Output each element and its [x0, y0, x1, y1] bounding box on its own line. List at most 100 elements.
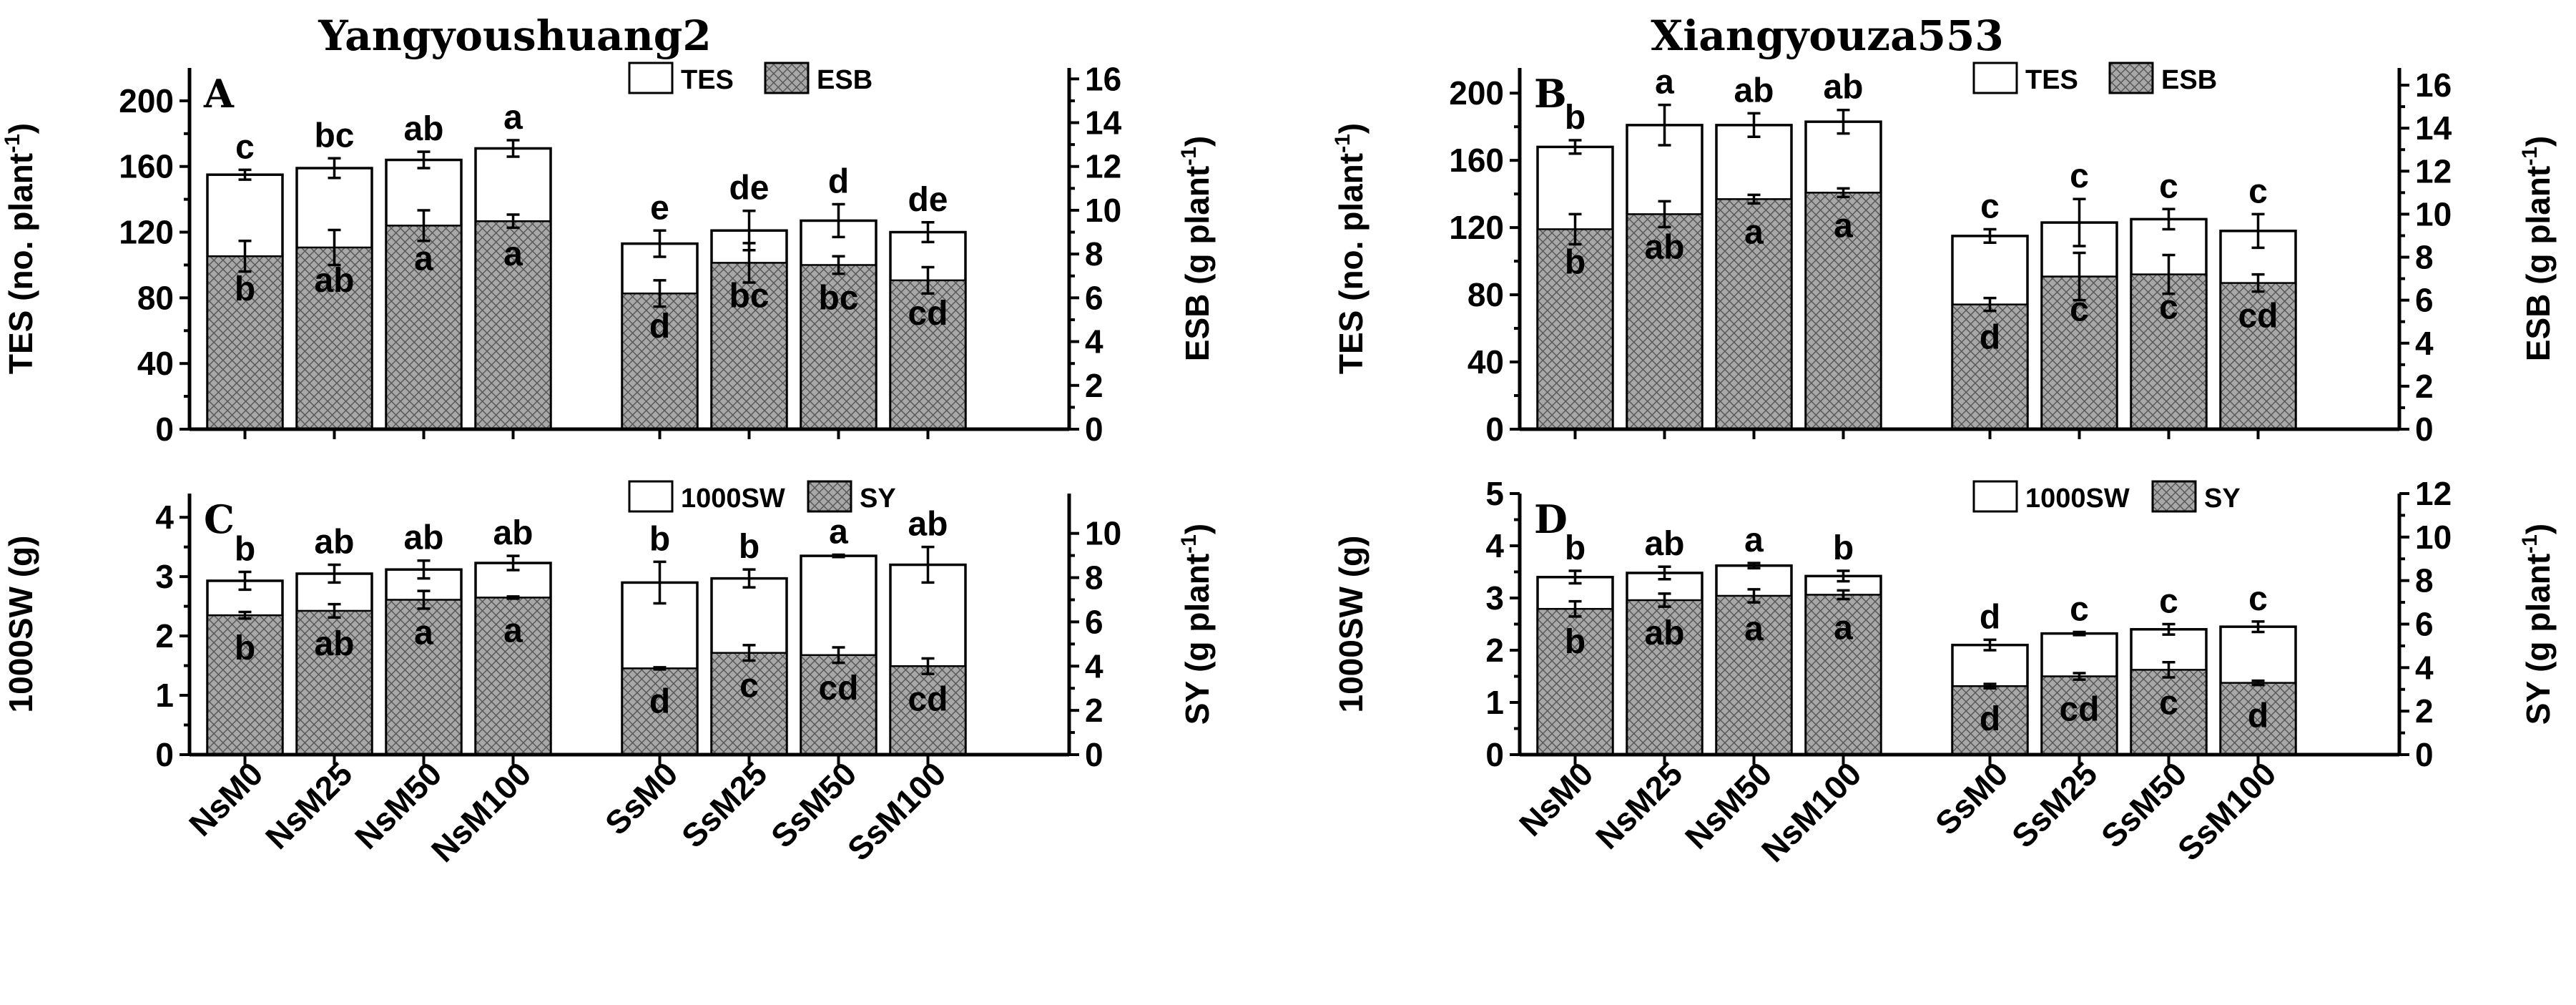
y-tick-label-right: 16: [1085, 60, 1121, 97]
bar-sy: [1804, 594, 1882, 756]
bar-esb: [710, 262, 788, 431]
panel-letter: A: [203, 71, 235, 117]
chart-panel-b: bbaababaabacdccccccd04080120160200024681…: [1331, 62, 2557, 448]
y-tick-label-right: 10: [1085, 515, 1121, 552]
significance-label: d: [1980, 598, 2000, 636]
significance-label: c: [1980, 187, 2000, 225]
y-axis-label-left: 1000SW (g): [1332, 536, 1370, 713]
y-tick-label-right: 6: [1085, 279, 1103, 316]
y-tick-label-right: 0: [2415, 411, 2434, 448]
chart-panel-c: bbNsM0ababNsM25abaNsM50abaNsM100bdSsM0bc…: [2, 480, 1216, 869]
significance-label: b: [235, 531, 255, 569]
significance-label: d: [649, 682, 670, 720]
y-tick-label-left: 120: [119, 214, 174, 251]
y-tick-label-right: 6: [2415, 606, 2434, 643]
y-tick-label-right: 14: [2415, 109, 2452, 147]
legend-swatch-sy: [807, 480, 852, 513]
significance-label: ab: [314, 524, 354, 562]
y-tick-label-left: 4: [1485, 527, 1504, 564]
significance-label: ab: [1734, 72, 1774, 109]
significance-label: cd: [908, 680, 948, 718]
y-tick-label-left: 1: [155, 677, 174, 714]
significance-label: a: [503, 235, 523, 273]
y-tick-label-right: 12: [1085, 148, 1121, 185]
y-tick-label-right: 2: [1085, 367, 1103, 404]
significance-label: a: [829, 513, 848, 551]
significance-label: c: [2070, 291, 2089, 329]
legend-swatch-tes: [628, 62, 674, 94]
y-tick-label-right: 10: [2415, 519, 2452, 556]
y-tick-label-left: 80: [137, 279, 174, 316]
bar-esb: [800, 264, 877, 431]
y-tick-label-right: 8: [1085, 559, 1103, 597]
significance-label: de: [908, 181, 948, 219]
y-tick-label-right: 2: [1085, 692, 1103, 729]
y-tick-label-left: 200: [119, 82, 174, 119]
bar-esb: [206, 255, 284, 431]
bar-sy: [1536, 607, 1614, 756]
significance-label: b: [1565, 623, 1586, 661]
category-label: NsM0: [1512, 755, 1601, 843]
legend-label: ESB: [817, 65, 872, 95]
significance-label: ab: [314, 625, 354, 663]
significance-label: b: [1565, 529, 1586, 567]
y-tick-label-right: 8: [1085, 235, 1103, 273]
label-suffix: ): [1179, 136, 1216, 147]
significance-label: cd: [818, 670, 858, 707]
significance-label: ab: [1823, 69, 1863, 107]
superscript: -1: [2518, 147, 2542, 166]
significance-label: ab: [314, 262, 354, 300]
significance-label: c: [2159, 289, 2178, 327]
bar-esb: [1804, 192, 1882, 431]
y-tick-label-right: 4: [1085, 323, 1103, 361]
significance-label: c: [2070, 590, 2089, 628]
significance-label: c: [2159, 167, 2178, 205]
significance-label: bc: [818, 279, 858, 317]
y-tick-label-right: 0: [1085, 411, 1103, 448]
significance-label: a: [414, 614, 433, 652]
y-tick-label-left: 120: [1449, 209, 1504, 246]
significance-label: c: [2159, 583, 2178, 621]
y-axis-label-left: TES (no. plant-1): [1, 123, 39, 374]
category-label: NsM100: [424, 755, 539, 869]
title-yangyoushuang2: Yangyoushuang2: [318, 11, 711, 60]
chart-panel-a: c b bc ab ab a a a e d de bc d bc de cd 0 40 80 120 160 200 0 2…: [1, 60, 1216, 448]
y-tick-label-left: 40: [1468, 343, 1504, 381]
significance-label: ab: [403, 110, 443, 148]
bar-esb: [621, 292, 699, 431]
y-tick-label-right: 2: [2415, 368, 2434, 405]
legend-label: SY: [860, 484, 896, 514]
y-axis-label-right: ESB (g plant-1): [2518, 136, 2557, 361]
label-suffix: ): [2520, 524, 2557, 534]
y-tick-label-right: 0: [2415, 736, 2434, 773]
y-axis-label-left: TES (no. plant-1): [1331, 123, 1370, 374]
significance-label: a: [414, 240, 433, 278]
y-tick-label-right: 4: [1085, 647, 1103, 685]
y-tick-label-right: 8: [2415, 239, 2434, 276]
bar-esb: [1626, 213, 1704, 431]
y-tick-label-right: 6: [1085, 603, 1103, 640]
y-tick-label-right: 14: [1085, 104, 1122, 142]
category-label: SsM100: [2171, 755, 2284, 868]
legend-label: SY: [2204, 484, 2241, 514]
bar-sy: [710, 652, 788, 756]
legend-label: TES: [2025, 65, 2078, 95]
category-label: SsM25: [674, 755, 775, 855]
category-label: SsM100: [840, 755, 953, 868]
significance-label: a: [503, 612, 523, 649]
legend-label: 1000SW: [2025, 484, 2130, 514]
panel-letter: B: [1534, 71, 1567, 117]
panel-letter: D: [1534, 496, 1568, 542]
category-label: NsM0: [182, 755, 270, 843]
y-tick-label-right: 2: [2415, 692, 2434, 730]
bar-esb: [2130, 273, 2208, 431]
significance-label: d: [2248, 697, 2268, 735]
y-tick-label-left: 0: [1485, 736, 1504, 773]
significance-label: cd: [2059, 691, 2099, 729]
y-tick-label-right: 12: [2415, 152, 2452, 190]
significance-label: c: [235, 128, 255, 166]
significance-label: c: [2070, 157, 2089, 195]
significance-label: d: [828, 163, 849, 201]
significance-label: a: [1834, 609, 1853, 647]
y-tick-label-left: 160: [1449, 142, 1504, 179]
